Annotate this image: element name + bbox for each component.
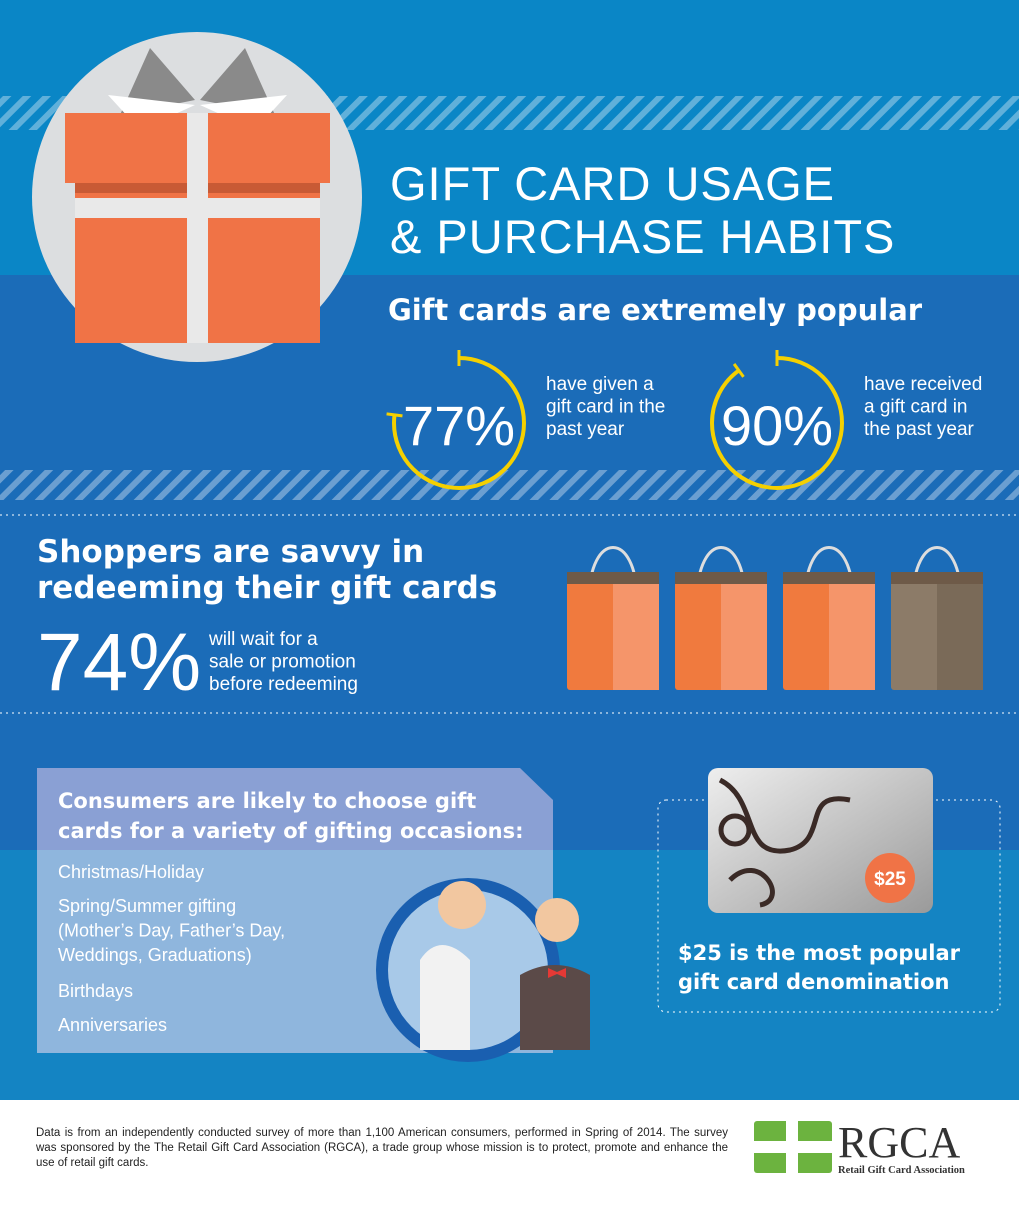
heading: cards for a variety of gifting occasions… — [58, 819, 523, 843]
badge-text: $25 — [874, 869, 906, 890]
bow — [120, 48, 275, 115]
badge — [865, 853, 915, 903]
bag-side — [721, 572, 767, 690]
groom — [520, 965, 590, 1050]
bag-side — [937, 572, 983, 690]
stat-text: gift card in the — [546, 397, 665, 418]
occasion: Weddings, Graduations) — [58, 945, 252, 965]
logo: RGCA Retail Gift Card Association — [754, 1118, 965, 1176]
bride-face — [438, 881, 486, 929]
stat-text: will wait for a — [208, 629, 318, 650]
stripes — [0, 470, 1019, 500]
ribbon — [75, 198, 320, 218]
stat-value: 77% — [403, 394, 515, 457]
footer-note: Data is from an independently conducted … — [36, 1127, 728, 1169]
ring-tick — [386, 412, 403, 418]
stat-value: 90% — [721, 394, 833, 457]
stat-text: sale or promotion — [209, 652, 356, 673]
occasion: Birthdays — [58, 981, 133, 1001]
stat-value: 74% — [37, 617, 201, 708]
swirl — [718, 813, 752, 847]
stat-text: the past year — [864, 419, 975, 440]
occasion: Anniversaries — [58, 1015, 167, 1035]
graphic: GIFT CARD USAGE& PURCHASE HABITS Gift car… — [0, 0, 1019, 1100]
logo-text: RGCA — [838, 1118, 960, 1167]
bag-top — [567, 572, 659, 584]
heading: Consumers are likely to choose gift — [58, 789, 476, 813]
title: & PURCHASE HABITS — [390, 210, 895, 263]
logo-subtitle: Retail Gift Card Association — [838, 1165, 965, 1176]
heading: Gift cards are extremely popular — [388, 293, 923, 327]
stat-text: a gift card in — [864, 397, 968, 418]
stat-text: past year — [546, 419, 625, 440]
title: GIFT CARD USAGE — [390, 157, 835, 210]
occasions-header-bg — [37, 768, 553, 850]
bowtie — [548, 968, 566, 978]
stat-text: before redeeming — [209, 674, 358, 695]
bag-side — [829, 572, 875, 690]
swirl — [718, 777, 851, 908]
stat-text: have received — [864, 374, 982, 395]
heading: Shoppers are savvy in — [37, 534, 424, 570]
occasion: Spring/Summer gifting — [58, 896, 236, 916]
ribbon — [187, 113, 208, 343]
heading: redeeming their gift cards — [37, 570, 497, 606]
denomination-text: $25 is the most popular — [678, 941, 961, 965]
logo-ribbon — [754, 1141, 832, 1153]
denomination-text: gift card denomination — [678, 970, 950, 994]
bag-top — [675, 572, 767, 584]
occasion: Christmas/Holiday — [58, 862, 204, 882]
stat-text: have given a — [546, 374, 654, 395]
bag-top — [891, 572, 983, 584]
ring-tick — [732, 363, 745, 378]
bride — [420, 945, 470, 1050]
groom-face — [535, 898, 579, 942]
bag-top — [783, 572, 875, 584]
bg-mid — [0, 275, 1019, 850]
occasion: (Mother’s Day, Father’s Day, — [58, 921, 285, 941]
bags — [567, 546, 983, 690]
bag-side — [613, 572, 659, 690]
